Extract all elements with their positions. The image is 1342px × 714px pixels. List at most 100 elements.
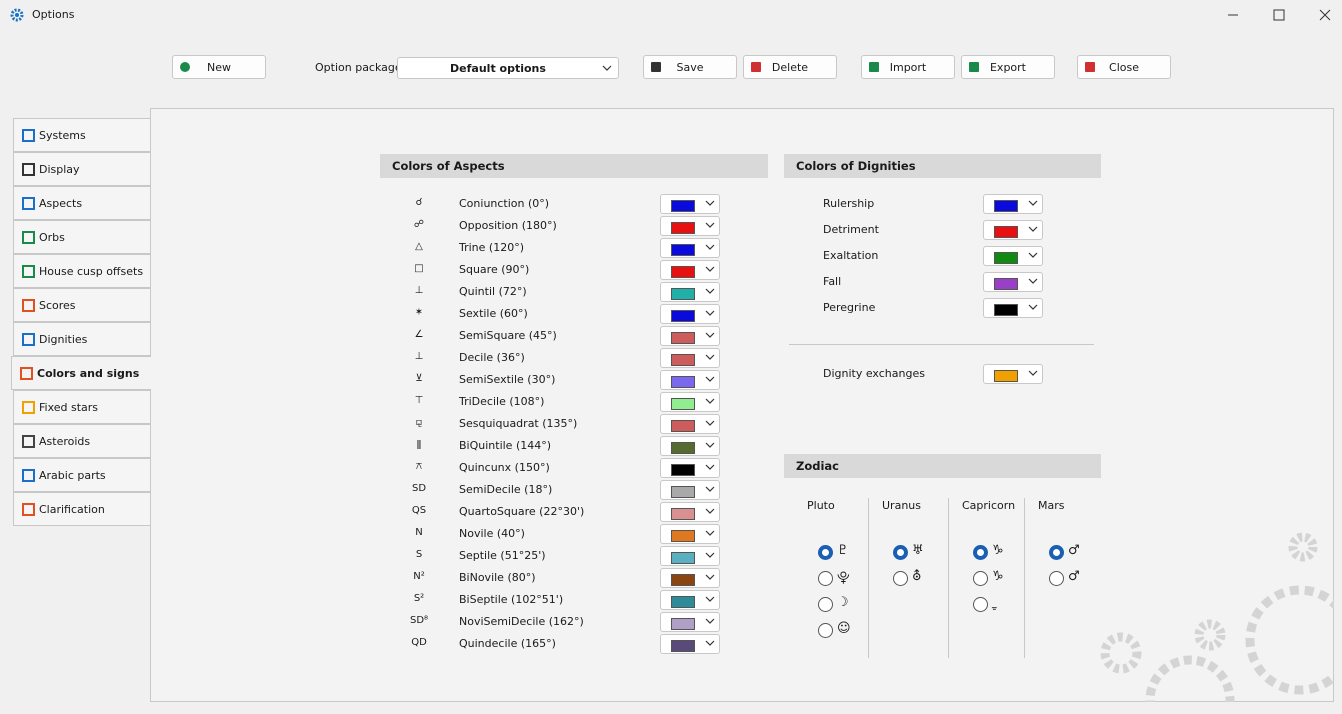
color-dropdown[interactable] (660, 348, 720, 368)
color-swatch (671, 222, 695, 234)
chevron (1028, 252, 1038, 258)
chevron (705, 354, 715, 360)
aspect-symbol: ⚼ (415, 417, 423, 428)
tab[interactable]: Arabic parts (13, 458, 150, 492)
color-dropdown[interactable] (660, 634, 720, 654)
color-dropdown[interactable] (660, 260, 720, 280)
tab[interactable]: Orbs (13, 220, 150, 254)
tab[interactable]: Display (13, 152, 150, 186)
color-dropdown[interactable] (983, 194, 1043, 214)
color-swatch (671, 618, 695, 630)
chevron (1028, 278, 1038, 284)
dropdown-value: Default options (450, 62, 546, 75)
color-dropdown[interactable] (660, 194, 720, 214)
button-label: Export (989, 60, 1026, 74)
chevron (705, 420, 715, 426)
aspect-symbol: ǁ (416, 439, 422, 450)
tab[interactable]: Colors and signs (11, 356, 151, 390)
aspect-symbol: N² (413, 571, 425, 582)
aspect-symbol: □ (414, 263, 424, 274)
radio[interactable] (1049, 545, 1064, 560)
tab[interactable]: Fixed stars (13, 390, 150, 424)
radio[interactable] (818, 571, 833, 586)
radio[interactable] (973, 571, 988, 586)
chevron (1028, 304, 1038, 310)
chevron (1028, 200, 1038, 206)
aspect-name: Sextile (60°) (459, 307, 528, 320)
color-dropdown[interactable] (660, 502, 720, 522)
dignity-name: Detriment (823, 223, 879, 236)
button-export[interactable]: Export (961, 55, 1055, 79)
aspect-symbol: QS (411, 505, 427, 516)
aspect-symbol: ∠ (414, 329, 424, 340)
color-dropdown[interactable] (983, 272, 1043, 292)
chevron (705, 508, 715, 514)
color-dropdown[interactable] (983, 220, 1043, 240)
chevron (705, 222, 715, 228)
tab[interactable]: Dignities (13, 322, 150, 356)
color-swatch (994, 370, 1018, 382)
color-dropdown[interactable] (660, 414, 720, 434)
aspect-name: BiNovile (80°) (459, 571, 536, 584)
radio-label: ⯓ (837, 571, 850, 586)
window-controls[interactable] (1225, 6, 1335, 24)
color-dropdown[interactable] (660, 480, 720, 500)
color-swatch (671, 420, 695, 432)
color-dropdown[interactable] (660, 458, 720, 478)
button-import[interactable]: Import (861, 55, 955, 79)
aspect-symbol: SD⁸ (409, 615, 429, 626)
color-dropdown[interactable] (660, 304, 720, 324)
dignity-name: Fall (823, 275, 842, 288)
button-close[interactable]: Close (1077, 55, 1171, 79)
tab[interactable]: Scores (13, 288, 150, 322)
radio[interactable] (973, 597, 988, 612)
radio-label: ♑ (992, 569, 1004, 584)
tab[interactable]: Systems (13, 118, 150, 152)
tab[interactable]: Asteroids (13, 424, 150, 458)
chevron (705, 398, 715, 404)
color-dropdown[interactable] (660, 436, 720, 456)
radio[interactable] (893, 571, 908, 586)
chevron (705, 288, 715, 294)
color-dropdown[interactable] (660, 590, 720, 610)
chevron (705, 574, 715, 580)
button-label: Delete (771, 60, 809, 74)
button-new[interactable]: New (172, 55, 266, 79)
color-swatch (994, 278, 1018, 290)
tab[interactable]: House cusp offsets (13, 254, 150, 288)
aspect-name: Sesquiquadrat (135°) (459, 417, 578, 430)
color-dropdown[interactable] (660, 392, 720, 412)
button-save[interactable]: Save (643, 55, 737, 79)
color-dropdown[interactable] (660, 326, 720, 346)
color-dropdown[interactable] (660, 568, 720, 588)
color-dropdown[interactable] (983, 298, 1043, 318)
color-dropdown[interactable] (660, 524, 720, 544)
color-dropdown[interactable] (983, 364, 1043, 384)
color-dropdown[interactable] (660, 216, 720, 236)
color-dropdown[interactable] (660, 546, 720, 566)
tab[interactable]: Aspects (13, 186, 150, 220)
radio[interactable] (818, 597, 833, 612)
aspect-name: BiQuintile (144°) (459, 439, 552, 452)
dignity-name: Dignity exchanges (823, 367, 925, 380)
chevron (705, 244, 715, 250)
color-dropdown[interactable] (660, 282, 720, 302)
color-dropdown[interactable] (983, 246, 1043, 266)
package-dropdown[interactable]: Default options (397, 57, 619, 79)
tab[interactable]: Clarification (13, 492, 150, 526)
radio[interactable] (818, 545, 833, 560)
radio[interactable] (893, 545, 908, 560)
radio-label: ♂ (1068, 543, 1080, 558)
color-swatch (671, 244, 695, 256)
button-delete[interactable]: Delete (743, 55, 837, 79)
chevron (705, 552, 715, 558)
color-dropdown[interactable] (660, 238, 720, 258)
radio-label: ☽ (837, 595, 849, 610)
aspect-name: NoviSemiDecile (162°) (459, 615, 584, 628)
color-dropdown[interactable] (660, 612, 720, 632)
radio[interactable] (1049, 571, 1064, 586)
radio[interactable] (818, 623, 833, 638)
radio[interactable] (973, 545, 988, 560)
dignity-name: Peregrine (823, 301, 876, 314)
color-dropdown[interactable] (660, 370, 720, 390)
